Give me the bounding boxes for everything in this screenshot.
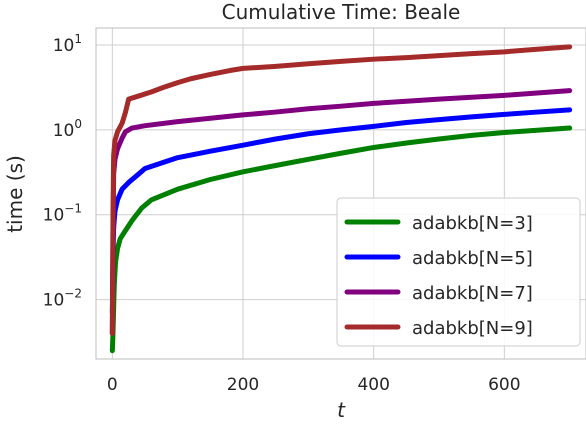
legend: adabkb[N=3] adabkb[N=5] adabkb[N=7] adabkb[…	[336, 197, 581, 347]
legend-label: adabkb[N=7]	[412, 283, 533, 304]
y-tick-label: 10−2	[43, 287, 82, 311]
y-tick-label: 100	[53, 117, 82, 141]
legend-label: adabkb[N=3]	[412, 213, 533, 234]
series-lines	[109, 44, 573, 354]
y-tick-label: 10−1	[43, 202, 82, 226]
legend-label: adabkb[N=5]	[412, 248, 533, 269]
tick-labels: 0 200 400 600 10−2 10−1 100 101	[43, 32, 521, 395]
legend-label: adabkb[N=9]	[412, 318, 533, 339]
x-tick-label: 200	[227, 375, 259, 395]
plot-frame	[95, 27, 586, 360]
series-line	[109, 107, 573, 316]
y-tick-label: 101	[53, 32, 82, 56]
x-axis-label: t	[337, 398, 346, 422]
chart-title: Cumulative Time: Beale	[222, 0, 461, 24]
y-axis-label: time (s)	[3, 155, 27, 233]
x-tick-label: 600	[488, 375, 520, 395]
legend-box	[336, 197, 581, 347]
x-tick-label: 0	[107, 375, 118, 395]
x-tick-label: 400	[357, 375, 389, 395]
series-line	[109, 44, 573, 336]
